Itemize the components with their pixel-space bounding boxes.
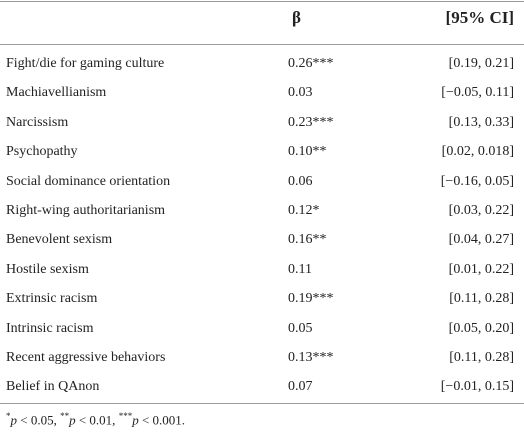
footnote-text: < 0.05, (17, 412, 61, 428)
beta-cell: 0.12* (288, 203, 320, 218)
table-row: Fight/die for gaming culture 0.26*** [0.19… (0, 51, 524, 80)
table-row: Recent aggressive behaviors 0.13*** [0.11,… (0, 345, 524, 374)
ci-cell: [0.02, 0.018] (441, 144, 514, 160)
footnote: *p < 0.05, **p < 0.01, ***p < 0.001. (6, 411, 185, 428)
table-row: Extrinsic racism 0.19*** [0.11, 0.28] (0, 286, 524, 315)
predictor-cell: Psychopathy (6, 144, 78, 160)
beta-cell: 0.26*** (288, 56, 334, 71)
beta-cell: 0.03 (288, 85, 313, 101)
predictor-cell: Recent aggressive behaviors (6, 350, 166, 365)
beta-cell: 0.05 (288, 320, 313, 336)
predictor-cell: Extrinsic racism (6, 291, 98, 307)
predictor-cell: Hostile sexism (6, 261, 89, 277)
ci-cell: [0.19, 0.21] (448, 56, 514, 71)
top-rule (0, 1, 524, 2)
table-row: Right-wing authoritarianism 0.12* [0.03, 0… (0, 198, 524, 227)
bottom-rule (0, 403, 524, 404)
table-row: Machiavellianism 0.03 [−0.05, 0.11] (0, 80, 524, 109)
ci-cell: [0.13, 0.33] (448, 114, 514, 130)
predictor-cell: Narcissism (6, 114, 69, 130)
predictor-cell: Machiavellianism (6, 85, 107, 101)
predictor-cell: Belief in QAnon (6, 379, 100, 395)
ci-cell: [0.01, 0.22] (448, 261, 514, 277)
header-rule (0, 44, 524, 45)
beta-cell: 0.06 (288, 173, 313, 189)
predictor-cell: Benevolent sexism (6, 232, 113, 248)
ci-cell: [−0.01, 0.15] (440, 379, 514, 395)
ci-cell: [−0.16, 0.05] (440, 173, 514, 189)
ci-cell: [0.11, 0.28] (449, 350, 514, 365)
predictor-cell: Social dominance orientation (6, 173, 171, 189)
beta-cell: 0.07 (288, 379, 313, 395)
beta-cell: 0.10** (288, 144, 327, 160)
ci-cell: [−0.05, 0.11] (441, 85, 514, 101)
header-ci: [95% CI] (445, 8, 514, 27)
table-row: Hostile sexism 0.11 [0.01, 0.22] (0, 257, 524, 286)
footnote-stars: *** (118, 411, 133, 421)
predictor-cell: Intrinsic racism (6, 320, 94, 336)
footnote-var: p (132, 412, 139, 428)
ci-cell: [0.03, 0.22] (448, 203, 514, 218)
ci-cell: [0.05, 0.20] (448, 320, 514, 336)
table-row: Social dominance orientation 0.06 [−0.16, … (0, 169, 524, 198)
ci-cell: [0.11, 0.28] (449, 291, 514, 307)
table-row: Psychopathy 0.10** [0.02, 0.018] (0, 139, 524, 168)
footnote-var: p (10, 412, 18, 428)
footnote-stars: * (6, 411, 11, 421)
header-beta: β (292, 8, 301, 27)
beta-cell: 0.23*** (288, 114, 334, 130)
ci-cell: [0.04, 0.27] (448, 232, 514, 248)
footnote-text: < 0.01, (75, 412, 119, 428)
table-row: Belief in QAnon 0.07 [−0.01, 0.15] (0, 374, 524, 403)
beta-cell: 0.16** (288, 232, 327, 248)
predictor-cell: Right-wing authoritarianism (6, 203, 166, 218)
footnote-text: < 0.001. (138, 412, 186, 428)
beta-cell: 0.13*** (288, 350, 334, 365)
table-row: Intrinsic racism 0.05 [0.05, 0.20] (0, 316, 524, 345)
beta-cell: 0.11 (288, 261, 312, 277)
footnote-stars: ** (60, 411, 70, 421)
table-row: Benevolent sexism 0.16** [0.04, 0.27] (0, 227, 524, 256)
predictor-cell: Fight/die for gaming culture (6, 56, 165, 71)
beta-cell: 0.19*** (288, 291, 334, 307)
footnote-var: p (69, 412, 76, 428)
table-row: Narcissism 0.23*** [0.13, 0.33] (0, 110, 524, 139)
